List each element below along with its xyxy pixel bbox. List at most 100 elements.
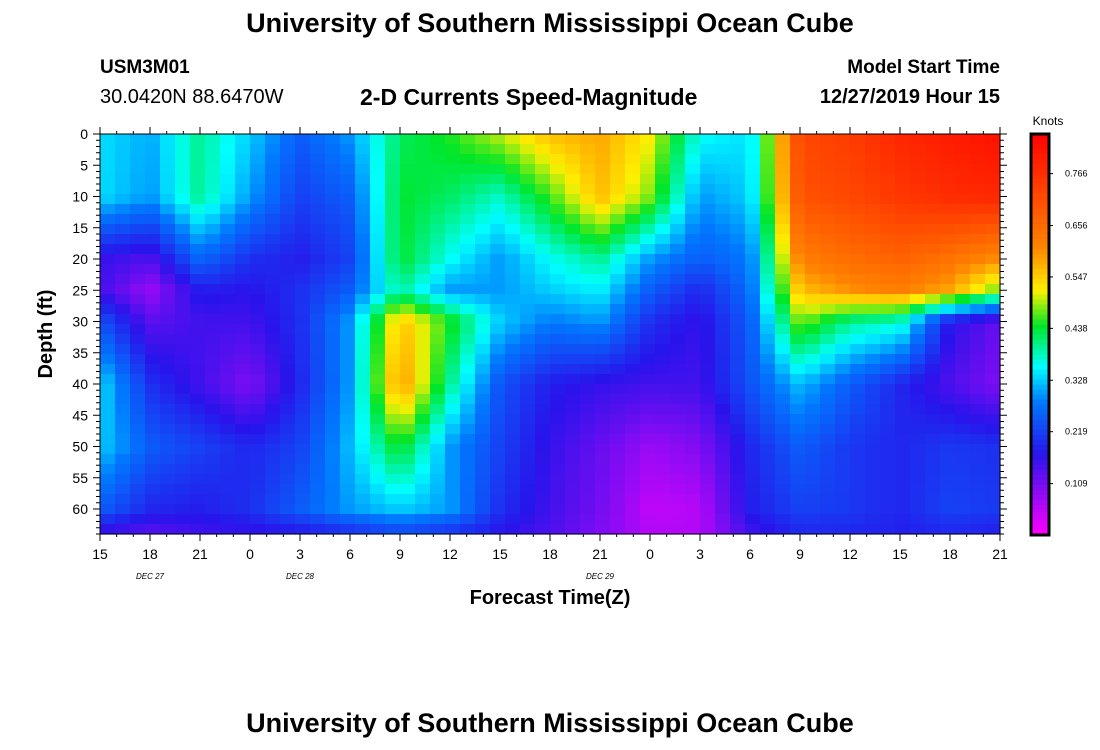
heatmap-cell (610, 514, 626, 525)
heatmap-cell (955, 164, 971, 175)
heatmap-cell (685, 164, 701, 175)
heatmap-cell (130, 384, 146, 395)
heatmap-cell (475, 524, 491, 535)
heatmap-cell (970, 204, 986, 215)
heatmap-cell (880, 224, 896, 235)
heatmap-cell (400, 334, 416, 345)
heatmap-cell (550, 144, 566, 155)
heatmap-cell (205, 414, 221, 425)
heatmap-cell (970, 144, 986, 155)
heatmap-cell (145, 174, 161, 185)
heatmap-cell (295, 424, 311, 435)
heatmap-cell (865, 234, 881, 245)
heatmap-cell (805, 164, 821, 175)
heatmap-cell (220, 234, 236, 245)
heatmap-cell (865, 474, 881, 485)
heatmap-cell (160, 134, 176, 145)
heatmap-cell (310, 394, 326, 405)
heatmap-cell (940, 444, 956, 455)
heatmap-cell (940, 414, 956, 425)
heatmap-cell (115, 524, 131, 535)
heatmap-cell (205, 144, 221, 155)
colorbar-swatch (1031, 454, 1049, 461)
heatmap-cell (790, 394, 806, 405)
heatmap-cell (400, 264, 416, 275)
heatmap-cell (745, 484, 761, 495)
heatmap-cell (895, 344, 911, 355)
heatmap-cell (460, 274, 476, 285)
heatmap-cell (565, 504, 581, 515)
heatmap-cell (445, 354, 461, 365)
y-tick-label: 5 (80, 157, 88, 173)
heatmap-cell (310, 514, 326, 525)
heatmap-cell (580, 154, 596, 165)
heatmap-cell (370, 144, 386, 155)
heatmap-cell (550, 514, 566, 525)
heatmap-cell (475, 254, 491, 265)
heatmap-cell (205, 394, 221, 405)
heatmap-cell (805, 344, 821, 355)
heatmap-cell (970, 304, 986, 315)
heatmap-cell (385, 264, 401, 275)
heatmap-cell (925, 244, 941, 255)
heatmap-cell (160, 414, 176, 425)
heatmap-cell (610, 254, 626, 265)
heatmap-cell (355, 264, 371, 275)
heatmap-cell (895, 504, 911, 515)
heatmap-cell (415, 354, 431, 365)
heatmap-cell (670, 234, 686, 245)
heatmap-cell (310, 324, 326, 335)
heatmap-cell (340, 284, 356, 295)
heatmap-cell (415, 364, 431, 375)
heatmap-cell (505, 484, 521, 495)
heatmap-cell (220, 214, 236, 225)
heatmap-cell (175, 394, 191, 405)
heatmap-cell (535, 224, 551, 235)
heatmap-cell (385, 474, 401, 485)
heatmap-cell (760, 164, 776, 175)
heatmap-cell (865, 294, 881, 305)
heatmap-cell (865, 414, 881, 425)
heatmap-cell (310, 164, 326, 175)
heatmap-cell (580, 234, 596, 245)
heatmap-cell (925, 404, 941, 415)
heatmap-cell (850, 144, 866, 155)
heatmap-cell (430, 274, 446, 285)
heatmap-cell (670, 524, 686, 535)
heatmap-cell (895, 184, 911, 195)
heatmap-cell (130, 404, 146, 415)
heatmap-cell (370, 194, 386, 205)
heatmap-cell (385, 464, 401, 475)
heatmap-cell (655, 374, 671, 385)
heatmap-cell (280, 434, 296, 445)
heatmap-cell (955, 214, 971, 225)
heatmap-cell (535, 254, 551, 265)
heatmap-cell (340, 174, 356, 185)
heatmap-cell (175, 294, 191, 305)
heatmap-cell (445, 164, 461, 175)
heatmap-cell (955, 504, 971, 515)
heatmap-cell (925, 234, 941, 245)
heatmap-cell (535, 364, 551, 375)
heatmap-cell (925, 204, 941, 215)
heatmap-cell (835, 474, 851, 485)
heatmap-cell (265, 144, 281, 155)
heatmap-cell (595, 514, 611, 525)
heatmap-cell (985, 294, 1001, 305)
heatmap-cell (610, 494, 626, 505)
heatmap-cell (250, 414, 266, 425)
heatmap-cell (940, 284, 956, 295)
heatmap-cell (670, 204, 686, 215)
heatmap-cell (295, 464, 311, 475)
heatmap-cell (235, 474, 251, 485)
heatmap-cell (955, 464, 971, 475)
heatmap-cell (460, 294, 476, 305)
heatmap-cell (430, 204, 446, 215)
heatmap-cell (190, 134, 206, 145)
heatmap-cell (820, 194, 836, 205)
heatmap-cell (625, 464, 641, 475)
heatmap-cell (385, 364, 401, 375)
heatmap-cell (655, 274, 671, 285)
heatmap-cell (340, 154, 356, 165)
colorbar-swatch (1031, 529, 1049, 536)
